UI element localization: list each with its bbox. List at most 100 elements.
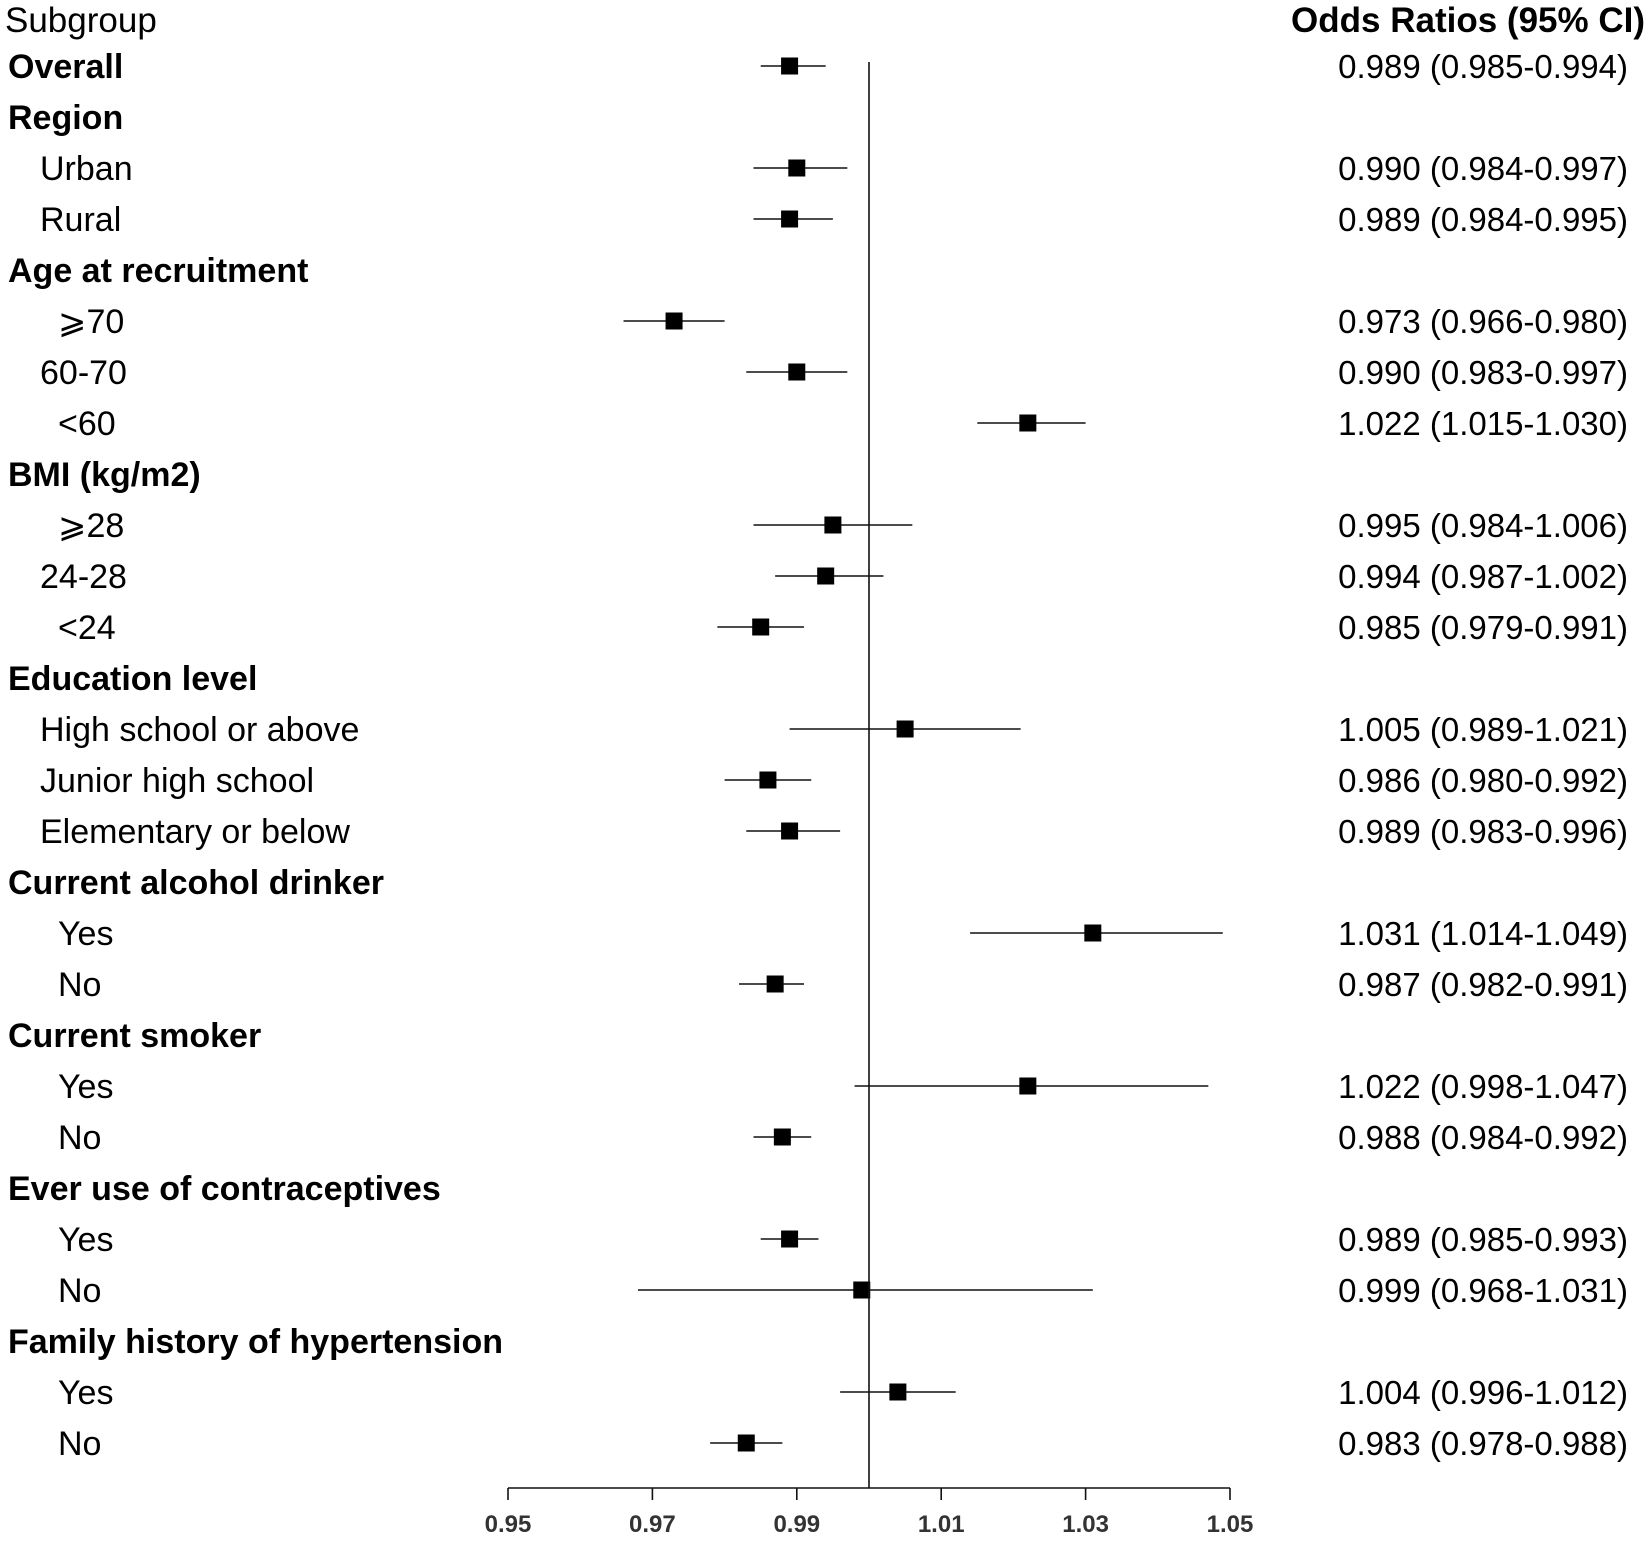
- subgroup-label: 60-70: [40, 354, 127, 392]
- forest-row: <60 1.022 (1.015-1.030): [58, 405, 1628, 443]
- point-estimate: [766, 975, 784, 993]
- subgroup-label: Yes: [58, 1068, 113, 1106]
- point-estimate: [788, 159, 806, 177]
- point-estimate: [788, 363, 806, 381]
- forest-row: 60-70 0.990 (0.983-0.997): [40, 354, 1628, 392]
- forest-row: BMI (kg/m2): [8, 456, 201, 494]
- subgroup-heading: Education level: [8, 660, 257, 698]
- odds-ratio-value: 1.031 (1.014-1.049): [1338, 915, 1628, 952]
- odds-ratio-header: Odds Ratios (95% CI): [1291, 1, 1645, 40]
- point-estimate: [781, 822, 799, 840]
- subgroup-label: 24-28: [40, 558, 127, 596]
- forest-row: Yes 1.022 (0.998-1.047): [58, 1068, 1628, 1106]
- forest-row: No 0.988 (0.984-0.992): [58, 1119, 1628, 1157]
- odds-ratio-value: 0.995 (0.984-1.006): [1338, 507, 1628, 544]
- point-estimate: [737, 1434, 755, 1452]
- subgroup-label: Elementary or below: [40, 813, 350, 851]
- point-estimate: [781, 57, 799, 75]
- x-tick-label: 0.99: [773, 1511, 820, 1538]
- forest-row: Yes 1.031 (1.014-1.049): [58, 915, 1628, 953]
- point-estimate: [781, 1230, 799, 1248]
- odds-ratio-value: 0.989 (0.985-0.993): [1338, 1221, 1628, 1258]
- forest-row: Yes 0.989 (0.985-0.993): [58, 1221, 1628, 1259]
- subgroup-header: Subgroup: [5, 1, 157, 40]
- odds-ratio-value: 0.990 (0.983-0.997): [1338, 354, 1628, 391]
- subgroup-label: Urban: [40, 150, 133, 188]
- x-tick-label: 1.01: [918, 1511, 965, 1538]
- x-axis: 0.95 0.97 0.99 1.01 1.03 1.05: [485, 62, 1254, 1538]
- odds-ratio-value: 0.989 (0.983-0.996): [1338, 813, 1628, 850]
- forest-row: High school or above 1.005 (0.989-1.021): [40, 711, 1628, 749]
- subgroup-label: ⩾70: [58, 303, 124, 341]
- point-estimate: [1019, 414, 1037, 432]
- odds-ratio-value: 1.005 (0.989-1.021): [1338, 711, 1628, 748]
- odds-ratio-value: 0.987 (0.982-0.991): [1338, 966, 1628, 1003]
- point-estimate: [824, 516, 842, 534]
- point-estimate: [853, 1281, 871, 1299]
- subgroup-heading: Ever use of contraceptives: [8, 1170, 441, 1208]
- odds-ratio-value: 1.022 (0.998-1.047): [1338, 1068, 1628, 1105]
- subgroup-heading: Overall: [8, 48, 123, 86]
- forest-row: ⩾28 0.995 (0.984-1.006): [58, 507, 1628, 545]
- point-estimate: [665, 312, 683, 330]
- subgroup-heading: Age at recruitment: [8, 252, 308, 290]
- odds-ratio-value: 0.985 (0.979-0.991): [1338, 609, 1628, 646]
- odds-ratio-value: 0.986 (0.980-0.992): [1338, 762, 1628, 799]
- subgroup-label: No: [58, 966, 101, 1004]
- forest-row: Education level: [8, 660, 257, 698]
- odds-ratio-value: 1.004 (0.996-1.012): [1338, 1374, 1628, 1411]
- forest-row: <24 0.985 (0.979-0.991): [58, 609, 1628, 647]
- subgroup-label: <24: [58, 609, 116, 647]
- point-estimate: [1084, 924, 1102, 942]
- forest-row: Overall 0.989 (0.985-0.994): [8, 48, 1628, 86]
- odds-ratio-value: 0.990 (0.984-0.997): [1338, 150, 1628, 187]
- point-estimate: [896, 720, 914, 738]
- subgroup-label: No: [58, 1272, 101, 1310]
- forest-row: 24-28 0.994 (0.987-1.002): [40, 558, 1628, 596]
- point-estimate: [773, 1128, 791, 1146]
- forest-row: No 0.987 (0.982-0.991): [58, 966, 1628, 1004]
- subgroup-label: <60: [58, 405, 116, 443]
- odds-ratio-value: 1.022 (1.015-1.030): [1338, 405, 1628, 442]
- odds-ratio-value: 0.999 (0.968-1.031): [1338, 1272, 1628, 1309]
- odds-ratio-value: 0.983 (0.978-0.988): [1338, 1425, 1628, 1462]
- x-tick-label: 1.05: [1207, 1511, 1254, 1538]
- x-tick-label: 1.03: [1062, 1511, 1109, 1538]
- point-estimate: [889, 1383, 907, 1401]
- odds-ratio-value: 0.989 (0.985-0.994): [1338, 48, 1628, 85]
- forest-row: Rural 0.989 (0.984-0.995): [40, 201, 1628, 239]
- rows-layer: Overall 0.989 (0.985-0.994) Region Urban 0.9…: [8, 48, 1628, 1463]
- point-estimate: [752, 618, 770, 636]
- subgroup-label: Rural: [40, 201, 121, 239]
- forest-row: No 0.999 (0.968-1.031): [58, 1272, 1628, 1310]
- x-tick-label: 0.97: [629, 1511, 676, 1538]
- forest-row: Yes 1.004 (0.996-1.012): [58, 1374, 1628, 1412]
- subgroup-heading: Family history of hypertension: [8, 1323, 503, 1361]
- point-estimate: [781, 210, 799, 228]
- forest-row: Junior high school 0.986 (0.980-0.992): [40, 762, 1628, 800]
- subgroup-heading: Current smoker: [8, 1017, 261, 1055]
- subgroup-heading: Current alcohol drinker: [8, 864, 384, 902]
- forest-row: Elementary or below 0.989 (0.983-0.996): [40, 813, 1628, 851]
- odds-ratio-value: 0.973 (0.966-0.980): [1338, 303, 1628, 340]
- subgroup-label: ⩾28: [58, 507, 124, 545]
- subgroup-label: No: [58, 1119, 101, 1157]
- forest-row: Age at recruitment: [8, 252, 308, 290]
- subgroup-label: Junior high school: [40, 762, 314, 800]
- subgroup-heading: Region: [8, 99, 123, 137]
- subgroup-label: Yes: [58, 915, 113, 953]
- subgroup-label: Yes: [58, 1374, 113, 1412]
- odds-ratio-value: 0.989 (0.984-0.995): [1338, 201, 1628, 238]
- subgroup-heading: BMI (kg/m2): [8, 456, 201, 494]
- forest-row: ⩾70 0.973 (0.966-0.980): [58, 303, 1628, 341]
- forest-row: Ever use of contraceptives: [8, 1170, 441, 1208]
- subgroup-label: No: [58, 1425, 101, 1463]
- forest-row: No 0.983 (0.978-0.988): [58, 1425, 1628, 1463]
- odds-ratio-value: 0.994 (0.987-1.002): [1338, 558, 1628, 595]
- forest-row: Urban 0.990 (0.984-0.997): [40, 150, 1628, 188]
- forest-row: Region: [8, 99, 123, 137]
- subgroup-label: Yes: [58, 1221, 113, 1259]
- subgroup-label: High school or above: [40, 711, 359, 749]
- forest-row: Family history of hypertension: [8, 1323, 503, 1361]
